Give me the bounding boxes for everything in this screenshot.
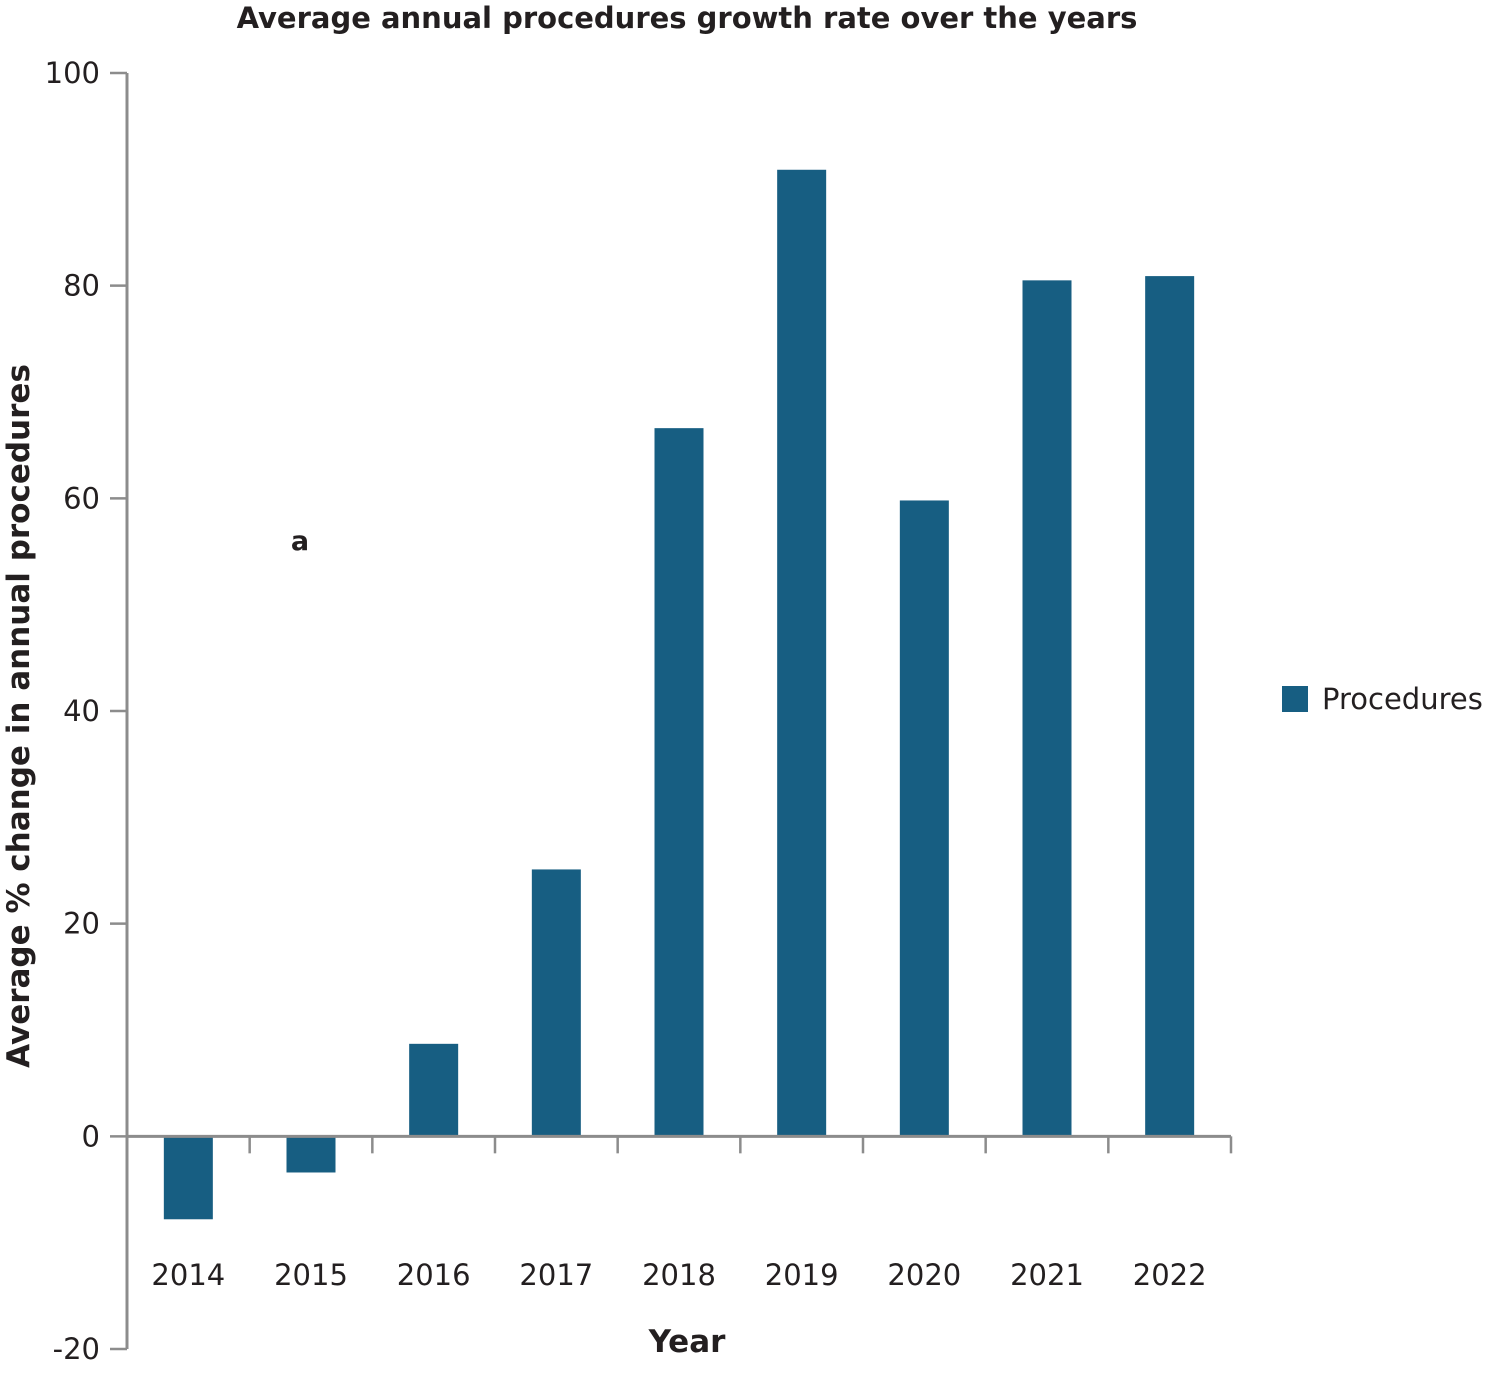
y-tick-label: 20 — [63, 907, 100, 941]
bar-2019 — [777, 169, 827, 1137]
y-tick-label: -20 — [53, 1332, 100, 1366]
x-tick-label: 2017 — [519, 1258, 593, 1292]
panel-label: a — [291, 526, 309, 557]
bar-2017 — [531, 869, 581, 1137]
y-tick-label: 80 — [63, 269, 100, 303]
x-tick-label: 2015 — [274, 1258, 348, 1292]
bar-2021 — [1022, 280, 1072, 1137]
x-axis-title: Year — [648, 1324, 727, 1360]
bar-2015 — [286, 1136, 336, 1173]
chart-title: Average annual procedures growth rate ov… — [237, 1, 1138, 35]
legend-label: Procedures — [1322, 682, 1483, 716]
y-axis-ticks: -20 0 20 40 60 80 100 — [45, 56, 129, 1366]
bar-2020 — [899, 500, 949, 1137]
legend: Procedures — [1282, 682, 1483, 716]
x-tick-label: 2016 — [397, 1258, 471, 1292]
y-tick-label: 0 — [82, 1119, 100, 1153]
bars — [163, 169, 1195, 1220]
x-tick-label: 2022 — [1133, 1258, 1207, 1292]
bar-2014 — [163, 1136, 213, 1220]
x-tick-label: 2021 — [1010, 1258, 1084, 1292]
x-tick-label: 2018 — [642, 1258, 716, 1292]
legend-swatch — [1282, 686, 1308, 712]
x-tick-label: 2020 — [887, 1258, 961, 1292]
y-tick-label: 40 — [63, 694, 100, 728]
y-tick-label: 100 — [45, 56, 100, 90]
x-axis: 2014 2015 2016 2017 2018 2019 2020 2021 2022 — [127, 1134, 1233, 1292]
y-tick-label: 60 — [63, 481, 100, 515]
bar-2018 — [654, 428, 704, 1137]
y-axis-title: Average % change in annual procedures — [1, 364, 37, 1068]
x-tick-label: 2014 — [151, 1258, 225, 1292]
bar-2016 — [409, 1043, 459, 1137]
x-tick-label: 2019 — [765, 1258, 839, 1292]
bar-2022 — [1145, 276, 1195, 1137]
